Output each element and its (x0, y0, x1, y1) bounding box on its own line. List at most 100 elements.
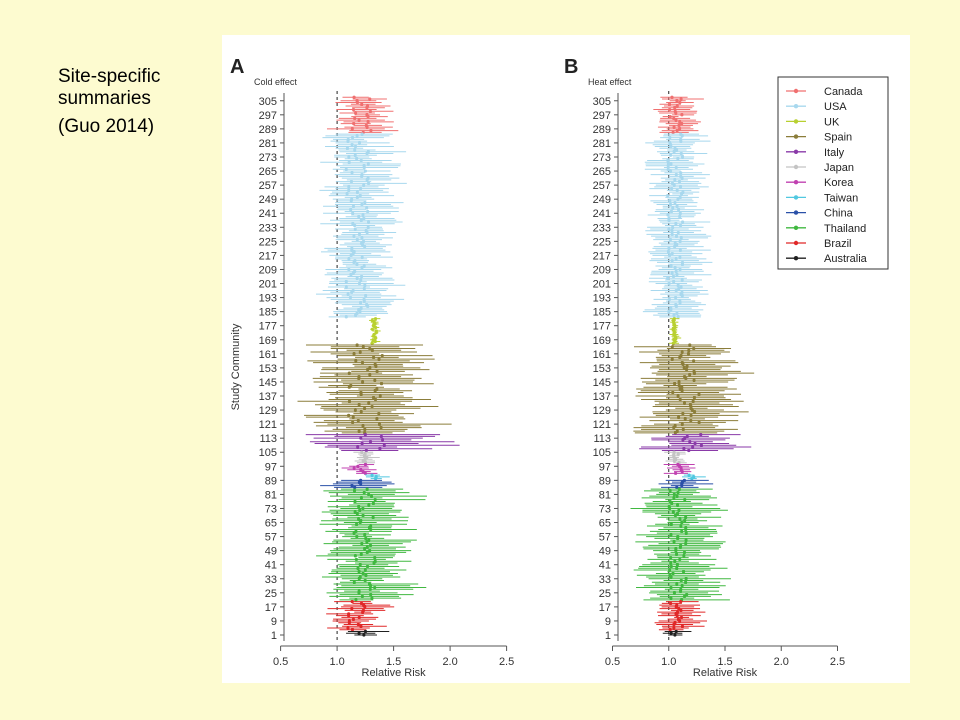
point-estimate-usa (680, 260, 685, 265)
point-estimate-usa (675, 311, 679, 315)
y-tick-label: 217 (593, 250, 611, 262)
point-estimate-thailand (354, 598, 358, 602)
panel-title: Heat effect (588, 77, 632, 87)
y-tick-label: 121 (593, 419, 611, 431)
point-estimate-usa (668, 136, 672, 140)
y-tick-label: 9 (271, 616, 277, 628)
point-estimate-brazil (356, 622, 360, 627)
caption-line-3: (Guo 2014) (58, 116, 155, 137)
point-estimate-australia (363, 629, 368, 634)
point-estimate-usa (352, 234, 356, 238)
point-estimate-canada (677, 127, 682, 131)
point-estimate-italy (364, 448, 368, 453)
legend-label-brazil: Brazil (824, 238, 852, 250)
legend: Canada USA UK Spain Italy Japan Korea Taiwan Chi… (777, 76, 889, 270)
point-estimate-usa (679, 236, 683, 240)
panel-letter: B (564, 56, 578, 78)
point-estimate-usa (674, 295, 678, 300)
point-estimate-canada (351, 107, 356, 112)
legend-swatch-dot (793, 180, 799, 185)
point-estimate-usa (362, 183, 366, 187)
legend-label-china: China (824, 208, 854, 220)
point-estimate-korea (363, 471, 367, 475)
point-estimate-brazil (359, 601, 364, 605)
y-tick-label: 185 (593, 307, 611, 319)
y-tick-label: 281 (259, 138, 277, 150)
point-estimate-usa (673, 146, 677, 150)
point-estimate-thailand (363, 533, 367, 537)
point-estimate-brazil (668, 601, 673, 605)
point-estimate-spain (692, 369, 696, 373)
y-tick-label: 257 (593, 180, 611, 192)
legend-label-uk: UK (824, 116, 840, 128)
point-estimate-thailand (683, 519, 687, 523)
point-estimate-thailand (373, 585, 377, 590)
y-tick-label: 265 (593, 166, 611, 178)
point-estimate-thailand (675, 503, 680, 507)
point-estimate-brazil (346, 626, 350, 630)
y-tick-label: 57 (265, 532, 277, 544)
point-estimate-spain (368, 366, 372, 370)
point-estimate-usa (363, 201, 367, 205)
point-estimate-usa (667, 216, 671, 221)
y-tick-label: 9 (605, 616, 611, 628)
point-estimate-spain (684, 368, 689, 372)
point-estimate-usa (674, 234, 679, 238)
x-tick-label: 2.0 (442, 656, 457, 668)
y-tick-label: 129 (259, 405, 277, 417)
point-estimate-usa (668, 169, 673, 173)
point-estimate-spain (380, 353, 384, 358)
point-estimate-thailand (362, 491, 366, 495)
point-estimate-brazil (679, 600, 683, 604)
point-estimate-usa (350, 246, 354, 250)
point-estimate-korea (676, 462, 680, 467)
y-tick-label: 73 (599, 503, 611, 515)
point-estimate-spain (357, 375, 361, 379)
y-tick-label: 145 (593, 377, 611, 389)
point-estimate-thailand (367, 538, 371, 542)
point-estimate-spain (677, 383, 681, 388)
point-estimate-brazil (362, 603, 366, 607)
y-tick-label: 201 (259, 279, 277, 291)
point-estimate-spain (368, 373, 372, 377)
point-estimate-usa (366, 162, 370, 166)
point-estimate-thailand (669, 522, 673, 526)
y-tick-label: 209 (593, 264, 611, 276)
point-estimate-usa (666, 158, 670, 163)
y-tick-label: 161 (593, 349, 611, 361)
point-estimate-usa (666, 213, 670, 217)
y-tick-label: 17 (599, 602, 611, 614)
point-estimate-usa (678, 299, 682, 303)
point-estimate-usa (357, 215, 361, 219)
point-estimate-canada (678, 120, 682, 124)
point-estimate-spain (362, 406, 367, 410)
point-estimate-thailand (679, 524, 683, 528)
y-tick-label: 249 (593, 194, 611, 206)
point-estimate-usa (677, 179, 682, 184)
point-estimate-thailand (371, 501, 376, 505)
point-estimate-thailand (355, 512, 359, 516)
point-estimate-usa (678, 223, 683, 228)
point-estimate-thailand (685, 592, 689, 597)
point-estimate-spain (377, 411, 381, 416)
y-tick-label: 169 (593, 335, 611, 347)
legend-label-thailand: Thailand (824, 223, 866, 235)
point-estimate-thailand (676, 534, 680, 539)
point-estimate-uk (374, 329, 378, 333)
point-estimate-usa (679, 174, 683, 178)
x-tick-label: 2.5 (830, 656, 845, 668)
point-estimate-usa (672, 150, 676, 154)
point-estimate-usa (678, 239, 682, 243)
point-estimate-canada (680, 113, 684, 117)
point-estimate-thailand (673, 559, 677, 563)
point-estimate-usa (350, 136, 355, 140)
y-tick-label: 105 (259, 447, 277, 459)
point-estimate-spain (697, 392, 701, 396)
point-estimate-usa (353, 227, 357, 231)
point-estimate-spain (375, 387, 379, 391)
point-estimate-thailand (369, 592, 373, 597)
point-estimate-spain (359, 410, 363, 414)
point-estimate-brazil (347, 619, 351, 623)
point-estimate-thailand (355, 534, 359, 539)
point-estimate-thailand (684, 580, 688, 584)
